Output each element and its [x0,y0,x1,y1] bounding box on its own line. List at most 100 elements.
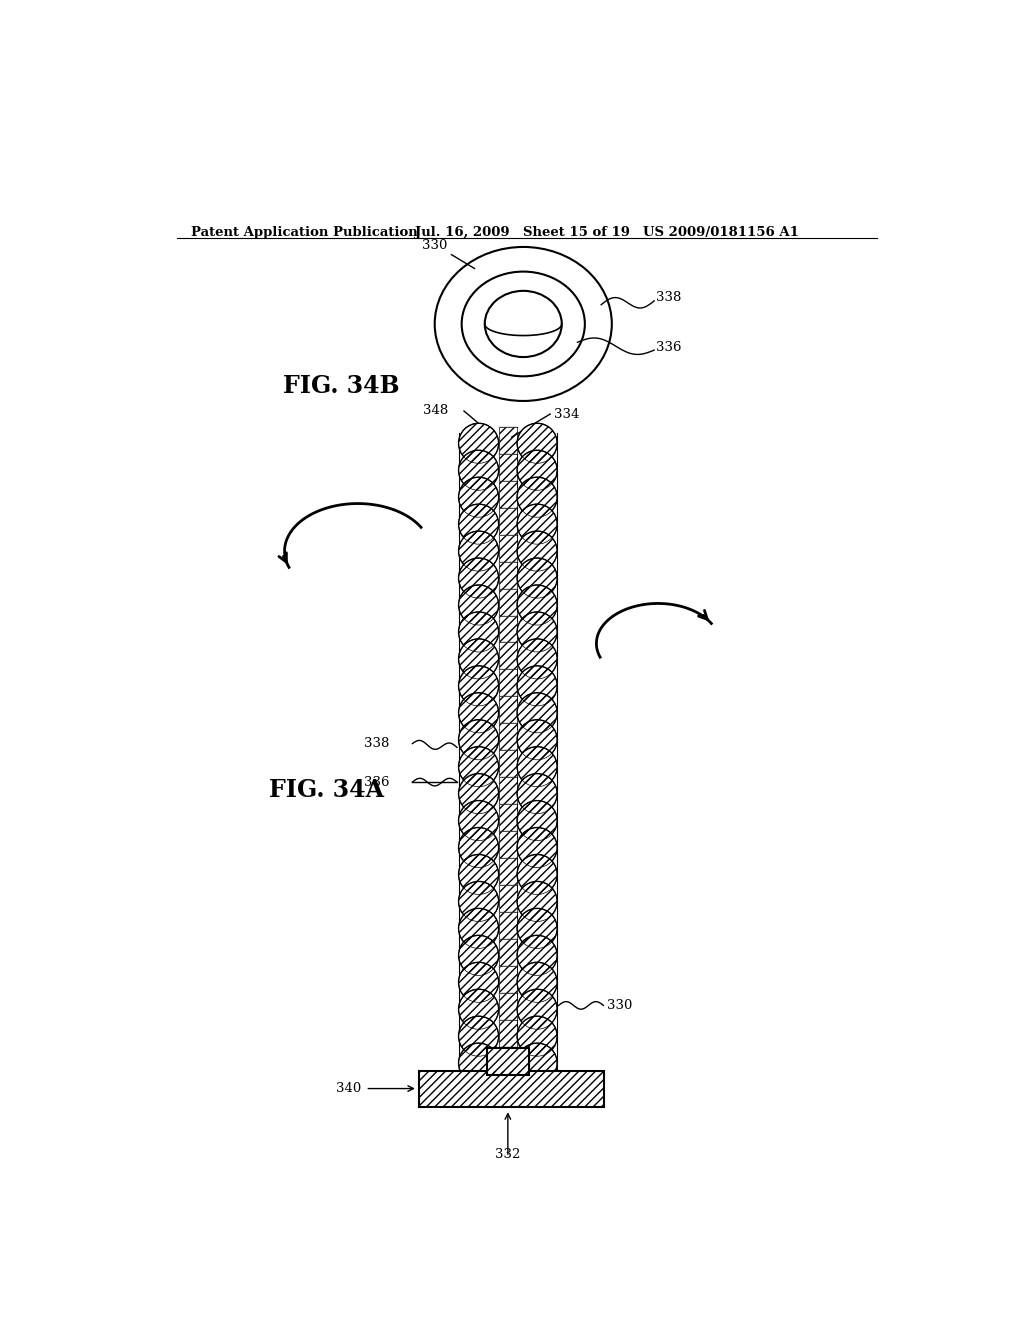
Bar [499,561,517,594]
Bar [499,643,517,676]
Text: FIG. 34A: FIG. 34A [269,777,384,801]
Circle shape [517,882,557,921]
Bar [499,697,517,729]
Text: 336: 336 [656,341,682,354]
Bar [419,1071,604,1107]
Text: Jul. 16, 2009: Jul. 16, 2009 [416,226,510,239]
Text: 332: 332 [496,1148,520,1162]
Circle shape [517,478,557,517]
Bar [499,508,517,541]
Text: 340: 340 [336,1082,361,1096]
Circle shape [459,882,499,921]
Bar [499,1020,517,1052]
Circle shape [459,531,499,572]
Circle shape [459,774,499,813]
Bar [487,1048,529,1074]
Circle shape [517,639,557,678]
Circle shape [459,936,499,975]
Circle shape [517,962,557,1002]
Circle shape [517,424,557,463]
Bar [499,480,517,513]
Circle shape [517,936,557,975]
Bar [499,993,517,1026]
Circle shape [459,1016,499,1056]
Bar [499,993,517,1026]
Bar [499,966,517,999]
Circle shape [459,800,499,841]
Circle shape [459,478,499,517]
Bar [499,723,517,756]
Bar [487,1048,529,1074]
Circle shape [517,774,557,813]
Bar [499,723,517,756]
Bar [499,669,517,702]
Text: US 2009/0181156 A1: US 2009/0181156 A1 [643,226,799,239]
Bar [499,697,517,729]
Bar [499,589,517,622]
Circle shape [459,450,499,490]
Circle shape [517,854,557,895]
Bar [499,669,517,702]
Circle shape [459,962,499,1002]
Bar [499,508,517,541]
Bar [499,750,517,783]
Bar [499,1047,517,1080]
Text: 338: 338 [364,737,389,750]
Circle shape [459,558,499,598]
Bar [499,643,517,676]
Circle shape [459,828,499,867]
Text: 330: 330 [422,239,447,252]
Bar [499,750,517,783]
Text: 336: 336 [364,776,389,788]
Bar [499,939,517,972]
Circle shape [459,665,499,706]
Circle shape [517,989,557,1030]
Bar [499,615,517,648]
Bar [499,858,517,891]
Circle shape [517,665,557,706]
Bar [499,912,517,945]
Circle shape [517,612,557,652]
Bar [499,832,517,865]
Circle shape [517,693,557,733]
Bar [499,426,517,459]
Circle shape [459,908,499,948]
Bar [499,966,517,999]
Bar [499,615,517,648]
Bar [499,561,517,594]
Circle shape [517,828,557,867]
Circle shape [459,424,499,463]
Bar [499,480,517,513]
Bar [499,832,517,865]
Circle shape [459,504,499,544]
Bar [499,454,517,487]
Bar [499,858,517,891]
Circle shape [459,854,499,895]
Text: 330: 330 [607,999,633,1012]
Bar [419,1071,604,1107]
Circle shape [459,639,499,678]
Text: Sheet 15 of 19: Sheet 15 of 19 [523,226,630,239]
Bar [499,426,517,459]
Circle shape [517,450,557,490]
Circle shape [517,585,557,626]
Circle shape [517,747,557,787]
Circle shape [517,1016,557,1056]
Circle shape [459,1043,499,1084]
Circle shape [459,693,499,733]
Circle shape [459,612,499,652]
Bar [499,939,517,972]
Bar [499,454,517,487]
Bar [499,777,517,810]
Circle shape [517,531,557,572]
Bar [499,1020,517,1052]
Bar [499,589,517,622]
Bar [499,777,517,810]
Circle shape [459,989,499,1030]
Circle shape [517,719,557,760]
Circle shape [459,747,499,787]
Bar [499,535,517,568]
Bar [499,1047,517,1080]
Circle shape [517,800,557,841]
Bar [499,804,517,837]
